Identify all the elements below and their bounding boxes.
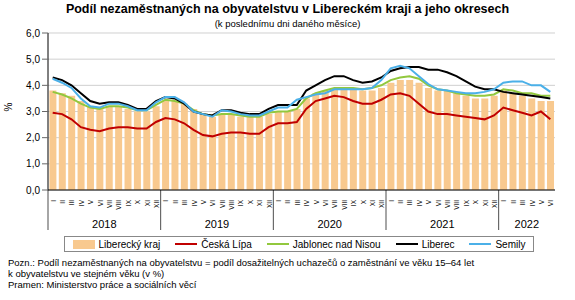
svg-text:II: II: [284, 200, 291, 204]
svg-text:XII: XII: [491, 200, 498, 208]
svg-text:XI: XI: [369, 200, 376, 206]
svg-text:4,0: 4,0: [26, 80, 40, 91]
svg-text:V: V: [200, 199, 207, 204]
svg-text:VII: VII: [219, 200, 226, 208]
svg-text:II: II: [510, 200, 517, 204]
svg-text:I: I: [275, 200, 282, 202]
svg-text:II: II: [397, 200, 404, 204]
svg-text:VII: VII: [331, 200, 338, 208]
svg-text:2022: 2022: [515, 218, 539, 230]
svg-text:XII: XII: [266, 200, 273, 208]
svg-text:XI: XI: [256, 200, 263, 206]
svg-text:VI: VI: [97, 200, 104, 206]
svg-text:VII: VII: [106, 200, 113, 208]
html-text:Liberec: Liberec: [421, 238, 455, 250]
svg-text:IV: IV: [529, 199, 536, 206]
svg-text:X: X: [247, 199, 254, 204]
svg-text:2021: 2021: [430, 218, 454, 230]
svg-text:V: V: [538, 199, 545, 204]
svg-text:IX: IX: [463, 199, 470, 206]
svg-text:3,0: 3,0: [26, 106, 40, 117]
svg-text:VIII: VIII: [115, 200, 122, 210]
svg-text:III: III: [68, 200, 75, 206]
svg-text:VI: VI: [435, 200, 442, 206]
svg-text:IX: IX: [125, 199, 132, 206]
svg-text:VIII: VIII: [228, 200, 235, 210]
svg-text:IV: IV: [78, 199, 85, 206]
svg-text:VI: VI: [209, 200, 216, 206]
svg-text:VI: VI: [547, 200, 554, 206]
html-text:Pozn.: Podíl nezaměstnaných na: Pozn.: Podíl nezaměstnaných na obyvatels…: [8, 257, 475, 268]
html-text:(k poslednímu dni daného měsíc: (k poslednímu dni daného měsíce): [214, 18, 361, 29]
html-text:Podíl nezaměstnaných na obyvat: Podíl nezaměstnaných na obyvatelstvu v L…: [65, 2, 510, 16]
svg-text:III: III: [294, 200, 301, 206]
svg-text:V: V: [425, 199, 432, 204]
svg-text:1,0: 1,0: [26, 158, 40, 169]
svg-text:5,0: 5,0: [26, 54, 40, 65]
svg-text:XI: XI: [482, 200, 489, 206]
svg-text:XII: XII: [378, 200, 385, 208]
html-text:k obyvatelstvu ve stejném věku: k obyvatelstvu ve stejném věku (v %): [8, 268, 165, 279]
svg-text:IX: IX: [237, 199, 244, 206]
svg-text:V: V: [87, 199, 94, 204]
svg-text:VIII: VIII: [341, 200, 348, 210]
svg-text:2020: 2020: [317, 218, 341, 230]
svg-text:IV: IV: [191, 199, 198, 206]
svg-text:6,0: 6,0: [26, 28, 40, 39]
svg-text:X: X: [472, 199, 479, 204]
svg-text:III: III: [519, 200, 526, 206]
svg-text:IV: IV: [416, 199, 423, 206]
svg-text:VI: VI: [322, 200, 329, 206]
svg-text:IX: IX: [350, 199, 357, 206]
svg-text:X: X: [360, 199, 367, 204]
svg-text:XII: XII: [153, 200, 160, 208]
svg-text:0,0: 0,0: [26, 185, 40, 196]
svg-text:IV: IV: [303, 199, 310, 206]
html-text:Jablonec nad Nisou: Jablonec nad Nisou: [292, 238, 381, 250]
svg-text:2018: 2018: [92, 218, 116, 230]
html-text:Semily: Semily: [495, 238, 526, 250]
svg-text:X: X: [134, 199, 141, 204]
svg-text:II: II: [172, 200, 179, 204]
svg-text:III: III: [406, 200, 413, 206]
svg-text:I: I: [162, 200, 169, 202]
svg-text:III: III: [181, 200, 188, 206]
svg-text:VII: VII: [444, 200, 451, 208]
svg-text:I: I: [500, 200, 507, 202]
svg-text:I: I: [388, 200, 395, 202]
svg-text:2019: 2019: [205, 218, 229, 230]
html-text:Liberecký kraj: Liberecký kraj: [98, 238, 161, 250]
svg-text:XI: XI: [144, 200, 151, 206]
svg-text:V: V: [313, 199, 320, 204]
svg-text:%: %: [8, 103, 14, 112]
html-text:Česká Lípa: Česká Lípa: [201, 238, 252, 250]
svg-text:I: I: [50, 200, 57, 202]
svg-text:II: II: [59, 200, 66, 204]
svg-text:VIII: VIII: [453, 200, 460, 210]
svg-text:2,0: 2,0: [26, 132, 40, 143]
html-text:Pramen: Ministerstvo práce a s: Pramen: Ministerstvo práce a sociálních …: [8, 279, 197, 290]
